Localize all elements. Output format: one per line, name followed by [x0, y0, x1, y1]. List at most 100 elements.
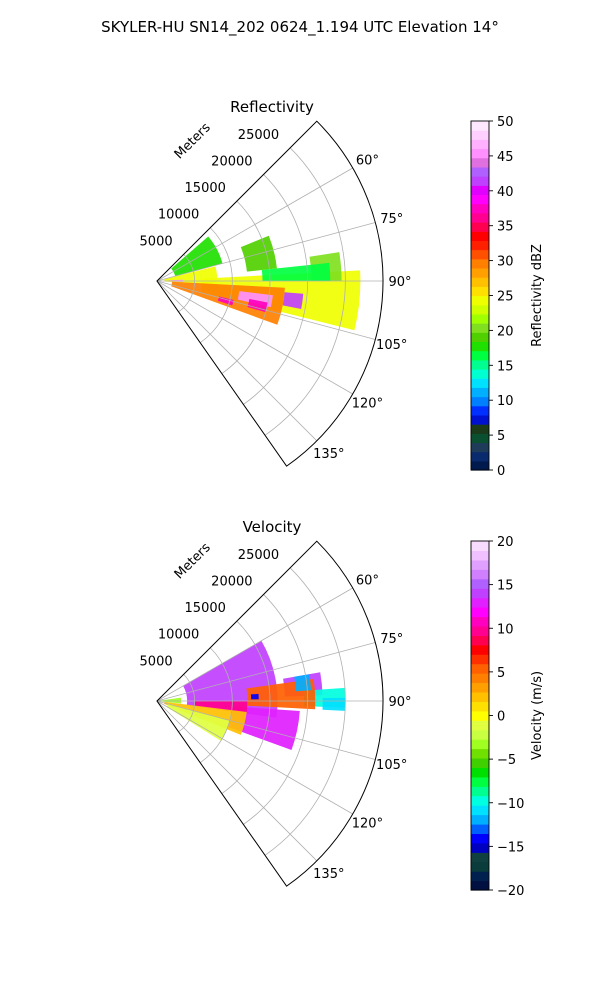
- colorbar-swatch: [471, 396, 489, 407]
- colorbar-swatch: [471, 588, 489, 599]
- colorbar-tick-label: −5: [497, 753, 516, 768]
- azimuth-spoke-3: [156, 700, 376, 760]
- colorbar-swatch: [471, 852, 489, 863]
- colorbar-swatch: [471, 304, 489, 315]
- range-ring-0: [178, 674, 196, 733]
- colorbar-swatch: [471, 842, 489, 853]
- colorbar-swatch: [471, 405, 489, 416]
- colorbar-swatch: [471, 323, 489, 333]
- azimuth-tick-label: 90°: [388, 275, 411, 290]
- colorbar-swatch: [471, 795, 489, 806]
- echo-core-9: [282, 292, 304, 309]
- colorbar-tick-label: 5: [497, 429, 505, 444]
- colorbar-tick-label: 25: [497, 290, 514, 305]
- colorbar-swatch: [471, 157, 489, 168]
- colorbar-swatch: [471, 130, 489, 140]
- colorbar-tick-label: 5: [497, 666, 505, 681]
- range-ring-4: [264, 567, 346, 856]
- azimuth-tick-label: 60°: [356, 574, 379, 589]
- azimuth-tick-label: 120°: [352, 817, 383, 832]
- colorbar-swatch: [471, 654, 489, 665]
- reflectivity-polar-grid: [156, 120, 384, 467]
- colorbar-swatch: [471, 635, 489, 646]
- colorbar-tick-label: 0: [497, 710, 505, 725]
- range-ring-3: [243, 594, 309, 825]
- colorbar-swatch: [471, 861, 489, 872]
- echo-core-10: [294, 674, 312, 692]
- echo-core-9: [322, 697, 346, 711]
- colorbar-swatch: [471, 460, 489, 471]
- colorbar-swatch: [471, 341, 489, 352]
- echo-core-10: [247, 299, 268, 313]
- azimuth-tick-label: 135°: [313, 447, 344, 462]
- colorbar-swatch: [471, 442, 489, 453]
- reflectivity-panel-title: Reflectivity: [230, 98, 314, 116]
- colorbar-swatch: [471, 701, 489, 712]
- azimuth-spoke-3: [156, 280, 376, 340]
- azimuth-tick-label: 90°: [388, 695, 411, 710]
- colorbar-swatch: [471, 203, 489, 214]
- colorbar-swatch: [471, 550, 489, 561]
- azimuth-spoke-1: [156, 642, 376, 702]
- radial-tick-label: 25000: [238, 128, 279, 143]
- range-ring-3: [243, 174, 309, 405]
- colorbar-swatch: [471, 368, 489, 379]
- radial-tick-label: 10000: [158, 208, 199, 223]
- echo-region-0: [171, 236, 223, 277]
- velocity-panel-title: Velocity: [243, 518, 302, 536]
- reflectivity-echoes: [164, 235, 361, 331]
- colorbar-swatch: [471, 240, 489, 251]
- colorbar-tick-label: 50: [497, 115, 514, 130]
- reflectivity-panel: Reflectivity 5000 10000 15000 20000 25000 Met…: [140, 98, 545, 479]
- colorbar-swatch: [471, 578, 489, 589]
- velocity-polar-grid: [156, 540, 384, 887]
- radial-tick-label: 10000: [158, 628, 199, 643]
- colorbar-swatch: [471, 295, 489, 306]
- colorbar-tick-label: 35: [497, 220, 514, 235]
- colorbar-swatch: [471, 176, 489, 186]
- colorbar-tick-label: −20: [497, 884, 524, 899]
- colorbar-swatch: [471, 139, 489, 150]
- colorbar-swatch: [471, 286, 489, 297]
- colorbar-swatch: [471, 673, 489, 684]
- colorbar-swatch: [471, 277, 489, 287]
- colorbar-swatch: [471, 663, 489, 674]
- azimuth-spoke-5: [156, 280, 318, 442]
- colorbar-swatch: [471, 387, 489, 398]
- echo-region-7: [159, 697, 182, 704]
- colorbar-swatch: [471, 332, 489, 343]
- colorbar-swatch: [471, 644, 489, 655]
- echo-region-4: [194, 701, 248, 712]
- azimuth-tick-label: 75°: [380, 212, 403, 227]
- colorbar-swatch: [471, 222, 489, 232]
- colorbar-swatch: [471, 757, 489, 768]
- colorbar-swatch: [471, 249, 489, 260]
- range-ring-1: [199, 227, 233, 344]
- colorbar-tick-label: −15: [497, 840, 524, 855]
- colorbar-swatch: [471, 121, 489, 131]
- colorbar-swatch: [471, 880, 489, 891]
- colorbar-swatch: [471, 767, 489, 778]
- range-ring-2: [221, 200, 271, 374]
- colorbar-swatch: [471, 625, 489, 636]
- azimuth-spoke-0: [156, 587, 353, 702]
- azimuth-tick-label: 120°: [352, 397, 383, 412]
- azimuth-tick-label: 60°: [356, 154, 379, 169]
- colorbar-swatch: [471, 194, 489, 205]
- colorbar-swatch: [471, 729, 489, 740]
- colorbar-swatch: [471, 748, 489, 759]
- azimuth-spoke-1: [156, 222, 376, 282]
- colorbar-tick-label: 15: [497, 579, 514, 594]
- colorbar-tick-label: 20: [497, 324, 514, 339]
- colorbar-label: Velocity (m/s): [530, 671, 545, 760]
- colorbar-swatch: [471, 710, 489, 721]
- colorbar-tick-label: 10: [497, 622, 514, 637]
- velocity-echoes: [159, 640, 346, 750]
- figure-suptitle: SKYLER-HU SN14_202 0624_1.194 UTC Elevat…: [101, 18, 499, 37]
- colorbar-tick-label: 40: [497, 185, 514, 200]
- colorbar-tick-label: 30: [497, 255, 514, 270]
- colorbar-swatch: [471, 350, 489, 361]
- radial-tick-label: 15000: [185, 181, 226, 196]
- colorbar-tick-label: 20: [497, 535, 514, 550]
